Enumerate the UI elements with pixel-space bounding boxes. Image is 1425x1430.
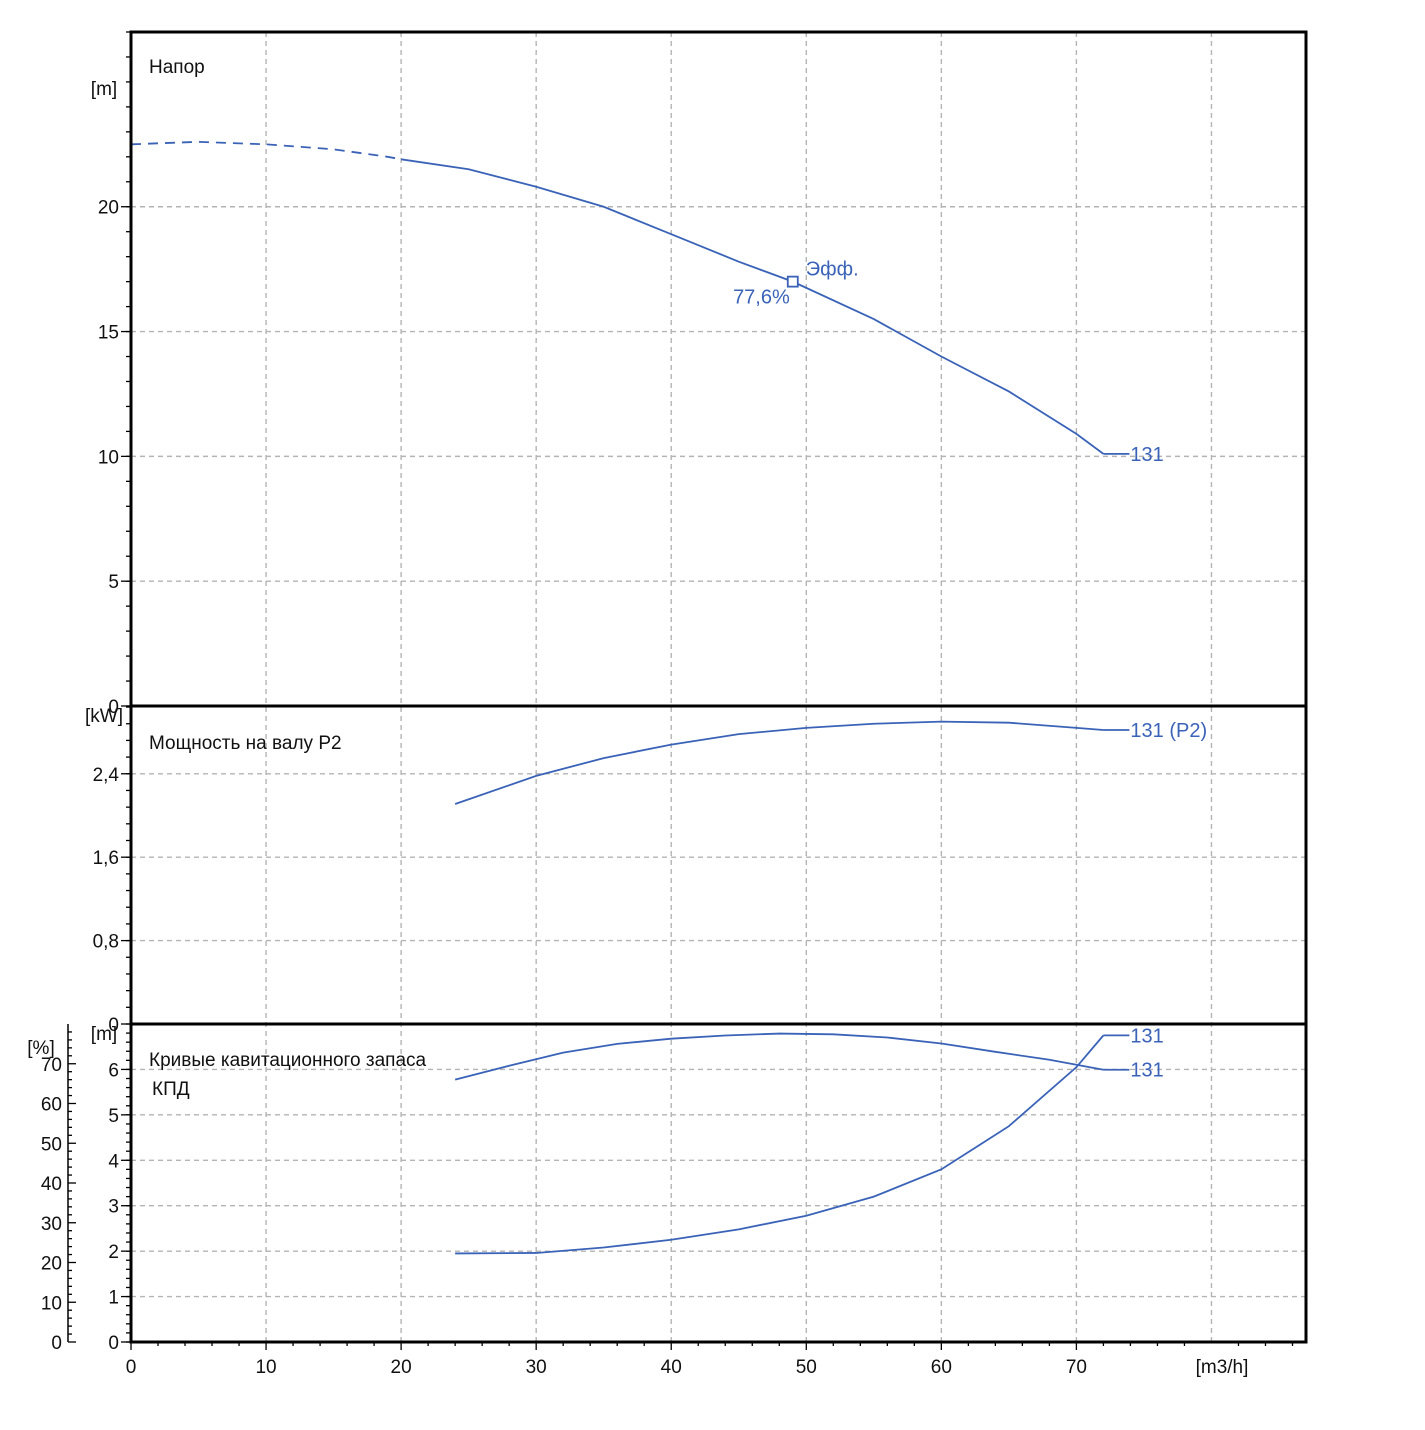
- series-end-label: 131: [1130, 1060, 1163, 1082]
- y-axis-unit-label: [m]: [91, 79, 117, 100]
- y-tick-label: 2: [108, 1242, 119, 1263]
- x-tick-label: 70: [1066, 1357, 1087, 1378]
- duty-point-marker: [786, 275, 799, 288]
- series-end-label: 131: [1130, 1025, 1163, 1047]
- left-y-tick-label: 60: [41, 1095, 62, 1116]
- y-axis-unit-label: [kW]: [85, 706, 123, 727]
- y-tick-label: 0: [108, 1333, 119, 1354]
- y-tick-label: 2,4: [93, 765, 120, 786]
- head-curve-dashed-segment: [130, 140, 402, 161]
- grid-layer: [131, 32, 1306, 1342]
- head-curve-series: [400, 158, 1104, 455]
- x-axis-label: [m3/h]: [1196, 1357, 1249, 1378]
- y-axis-unit-label: [m]: [91, 1024, 117, 1045]
- y-tick-label: 0: [108, 1015, 119, 1036]
- npsh-curve-series: [455, 1034, 1105, 1255]
- ticks-layer: [67, 31, 1294, 1350]
- left-y-tick-label: 40: [41, 1174, 62, 1195]
- series-end-label: 131: [1130, 444, 1163, 466]
- left-y-tick-label: 20: [41, 1254, 62, 1275]
- y-tick-label: 0,8: [93, 932, 119, 953]
- x-tick-label: 60: [931, 1357, 952, 1378]
- left-y-tick-label: 10: [41, 1293, 62, 1314]
- y-tick-label: 5: [108, 1106, 119, 1127]
- x-tick-label: 40: [661, 1357, 682, 1378]
- left-y-tick-label: 50: [41, 1134, 62, 1155]
- x-tick-label: 30: [526, 1357, 547, 1378]
- y-tick-label: 6: [108, 1060, 119, 1081]
- frames-layer: [129, 30, 1308, 1344]
- x-tick-label: 10: [255, 1357, 276, 1378]
- y-tick-label: 4: [108, 1151, 119, 1172]
- left-y-tick-label: 70: [41, 1055, 62, 1076]
- x-tick-label: 50: [796, 1357, 817, 1378]
- panel-title: Напор: [149, 57, 205, 78]
- panel-frame: [129, 1022, 1308, 1344]
- y-tick-label: 10: [98, 447, 119, 468]
- y-tick-label: 5: [108, 572, 119, 593]
- x-tick-label: 20: [391, 1357, 412, 1378]
- y-tick-label: 1: [108, 1288, 119, 1309]
- panel-subtitle: КПД: [152, 1079, 190, 1100]
- curves-layer: [130, 140, 1130, 1255]
- efficiency-curve-series: [454, 1032, 1104, 1081]
- left-y-tick-label: 30: [41, 1214, 62, 1235]
- text-layer: 0 10 20 30 40 50 60 70 [m3/h]05101520[m]Напор131…: [27, 57, 1248, 1378]
- series-end-label: 131 (P2): [1130, 720, 1207, 742]
- y-tick-label: 20: [98, 198, 119, 219]
- power-curve-series: [454, 720, 1104, 805]
- panel-frame: [129, 30, 1308, 708]
- left-y-tick-label: 0: [51, 1333, 62, 1354]
- y-tick-label: 0: [108, 697, 119, 718]
- y-tick-label: 1,6: [93, 848, 119, 869]
- panel-title: Кривые кавитационного запаса: [149, 1050, 427, 1071]
- x-tick-label: 0: [126, 1357, 137, 1378]
- efficiency-value-label: 77,6%: [733, 287, 790, 309]
- y-tick-label: 3: [108, 1197, 119, 1218]
- left-y-axis-unit-label: [%]: [27, 1038, 54, 1059]
- y-tick-label: 15: [98, 323, 119, 344]
- duty-point-label: Эфф.: [806, 259, 859, 281]
- panel-title: Мощность на валу P2: [149, 733, 342, 754]
